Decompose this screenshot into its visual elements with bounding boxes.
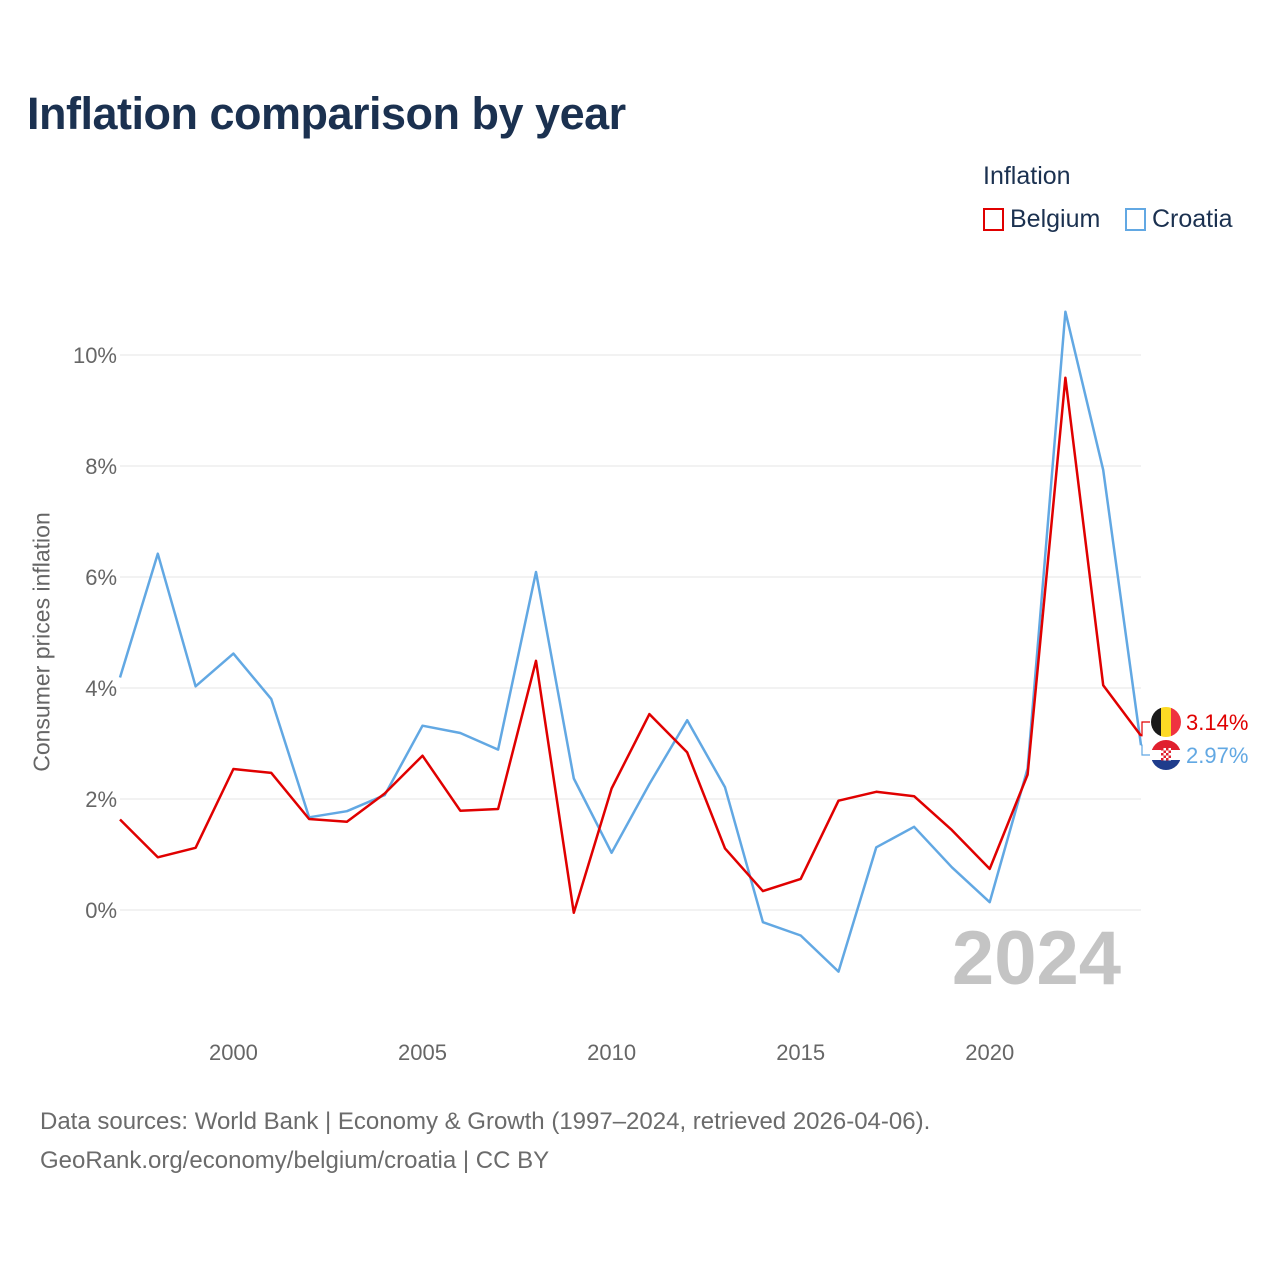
end-connector-croatia [1141, 744, 1150, 756]
source-note: Data sources: World Bank | Economy & Gro… [40, 1108, 931, 1135]
year-watermark: 2024 [952, 916, 1121, 1001]
y-tick-label: 4% [85, 676, 117, 701]
belgium-flag-icon [1151, 707, 1181, 737]
y-tick-label: 6% [85, 565, 117, 590]
x-tick-label: 2005 [398, 1040, 447, 1065]
legend-label-croatia: Croatia [1152, 205, 1233, 233]
x-tick-label: 2020 [965, 1040, 1014, 1065]
series-line-croatia [118, 310, 1143, 973]
end-label-croatia: 2.97% [1186, 743, 1248, 768]
chart-title: Inflation comparison by year [27, 88, 626, 139]
x-tick-label: 2015 [776, 1040, 825, 1065]
croatia-flag-icon [1151, 740, 1181, 770]
legend-swatch-croatia [1125, 208, 1146, 231]
end-label-belgium: 3.14% [1186, 710, 1248, 735]
y-tick-label: 10% [73, 343, 117, 368]
y-tick-label: 0% [85, 898, 117, 923]
legend-item-belgium[interactable]: Belgium [983, 205, 1100, 234]
end-connector-belgium [1141, 721, 1150, 737]
legend-swatch-belgium [983, 208, 1004, 231]
y-tick-label: 8% [85, 454, 117, 479]
legend-item-croatia[interactable]: Croatia [1125, 205, 1233, 234]
series-line-belgium [119, 376, 1143, 915]
legend-title: Inflation [983, 162, 1071, 190]
x-tick-label: 2010 [587, 1040, 636, 1065]
legend-label-belgium: Belgium [1010, 205, 1101, 233]
x-tick-label: 2000 [209, 1040, 258, 1065]
source-url: GeoRank.org/economy/belgium/croatia | CC… [40, 1147, 550, 1174]
y-tick-label: 2% [85, 787, 117, 812]
